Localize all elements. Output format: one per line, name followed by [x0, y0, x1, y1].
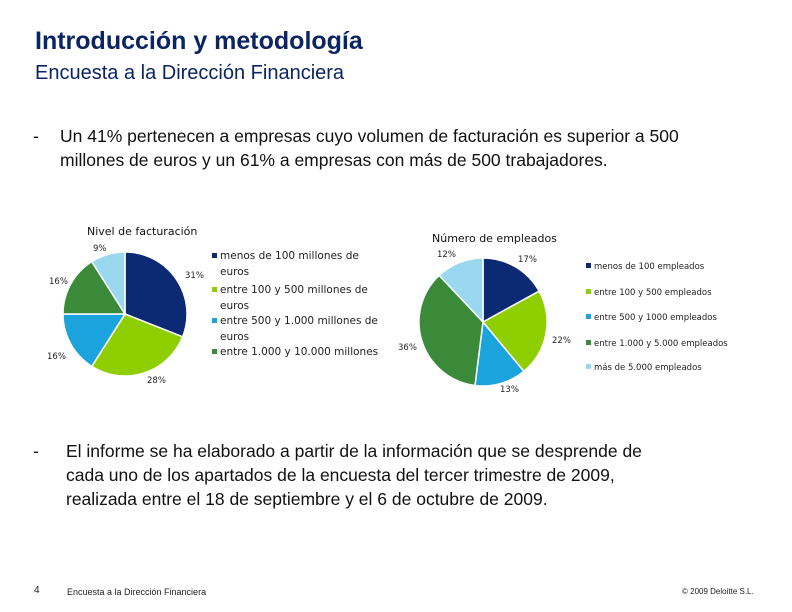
legend-marker [212, 349, 217, 354]
bullet-line: Un 41% pertenecen a empresas cuyo volume… [60, 126, 679, 146]
pie-slice [481, 290, 548, 373]
pie-slice [418, 274, 484, 387]
legend-marker [586, 314, 591, 319]
revenue-chart: Nivel de facturación 31% menos de 100 mill… [47, 225, 378, 386]
legend-label: entre 500 y 1.000 millones de [220, 315, 378, 327]
bullet-dash: - [33, 126, 39, 146]
chart-title: Nivel de facturación [87, 225, 197, 238]
page-title: Introducción y metodología [35, 27, 363, 55]
pie-slice [90, 313, 184, 377]
data-label: 22% [552, 336, 571, 346]
page-subtitle: Encuesta a la Dirección Financiera [35, 62, 345, 84]
legend-label: más de 5.000 empleados [594, 363, 702, 373]
data-label: 9% [93, 244, 107, 254]
legend-marker [212, 253, 217, 258]
pie-slice [62, 260, 127, 315]
legend-label: euros [220, 300, 249, 312]
legend-label: entre 100 y 500 empleados [594, 288, 712, 298]
legend-marker [212, 287, 217, 292]
copyright: © 2009 Deloitte S.L. [682, 587, 754, 596]
legend-label: entre 1.000 y 5.000 empleados [594, 339, 728, 349]
data-label: 17% [518, 255, 537, 265]
employees-chart: Número de empleados 17% menos de 100 emple… [398, 232, 728, 395]
charts-area: Nivel de facturación 31% menos de 100 mill… [47, 225, 728, 395]
bullet-line: realizada entre el 18 de septiembre y el… [66, 489, 548, 509]
bullet-line: El informe se ha elaborado a partir de l… [66, 441, 642, 461]
data-label: 31% [185, 271, 204, 281]
bullet-dash: - [33, 441, 39, 461]
data-label: 36% [398, 343, 417, 353]
legend-marker [586, 364, 591, 369]
data-label: 16% [49, 277, 68, 287]
legend-marker [586, 340, 591, 345]
data-label: 16% [47, 352, 66, 362]
legend-label: entre 500 y 1000 empleados [594, 313, 717, 323]
bullet-line: cada uno de los apartados de la encuesta… [66, 465, 615, 485]
pie-slice [124, 251, 188, 338]
data-label: 12% [437, 250, 456, 260]
legend-label: entre 1.000 y 10.000 millones [220, 346, 378, 358]
pie-slice [90, 251, 126, 317]
page-number: 4 [34, 585, 40, 596]
legend-label: entre 100 y 500 millones de [220, 284, 368, 296]
legend-label: menos de 100 millones de [220, 250, 359, 262]
bullet-line: millones de euros y un 61% a empresas co… [60, 150, 608, 170]
legend-label: menos de 100 empleados [594, 262, 705, 272]
legend-label: euros [220, 266, 249, 278]
pie-slice [62, 313, 127, 368]
bullet-summary: - Un 41% pertenecen a empresas cuyo volu… [33, 124, 773, 174]
legend-marker [586, 289, 591, 294]
pie-slice [438, 257, 484, 324]
legend-marker [586, 263, 591, 268]
footer-title: Encuesta a la Dirección Financiera [67, 587, 207, 597]
chart-title: Número de empleados [432, 232, 557, 245]
legend-label: euros [220, 331, 249, 343]
bullet-methodology: - El informe se ha elaborado a partir de… [33, 439, 773, 514]
legend-marker [212, 318, 217, 323]
data-label: 28% [147, 376, 166, 386]
data-label: 13% [500, 385, 519, 395]
pie-slice [482, 257, 541, 324]
